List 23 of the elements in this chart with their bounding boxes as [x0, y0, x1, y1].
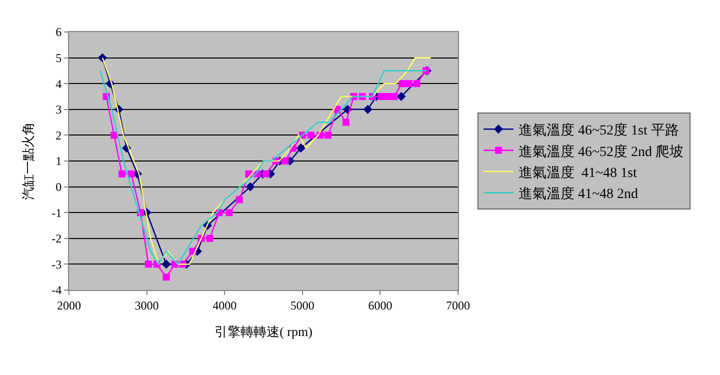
x-axis-title: 引擎轉轉速( rpm)	[214, 324, 312, 339]
y-tick-label: 0	[56, 180, 62, 194]
y-tick-label: 2	[56, 128, 62, 142]
y-tick-label: 3	[56, 102, 62, 117]
x-tick-label: 7000	[446, 298, 470, 312]
y-tick-label: 5	[56, 51, 62, 65]
x-tick-label: 3000	[134, 298, 159, 312]
y-tick-label: -1	[52, 206, 62, 220]
x-tick-label: 5000	[290, 298, 314, 312]
x-tick-label: 4000	[212, 298, 237, 312]
y-tick-label: -4	[52, 283, 62, 298]
y-tick-label: -3	[52, 257, 62, 272]
y-tick-label: -2	[52, 232, 62, 246]
legend-label: 進氣溫度 46~52度 1st 平路	[518, 122, 679, 139]
legend-label: 進氣溫度 41~48 1st	[518, 164, 637, 181]
x-tick-label: 2000	[57, 298, 81, 312]
y-tick-label: 4	[56, 76, 62, 91]
legend-label: 進氣溫度 46~52度 2nd 爬坡	[518, 144, 684, 160]
legend-label: 進氣溫度 41~48 2nd	[518, 186, 638, 202]
x-tick-label: 6000	[368, 298, 392, 312]
y-tick-label: 6	[56, 25, 62, 40]
y-axis-title: 汽缸一點火角	[20, 122, 36, 200]
y-tick-label: 1	[56, 154, 62, 168]
